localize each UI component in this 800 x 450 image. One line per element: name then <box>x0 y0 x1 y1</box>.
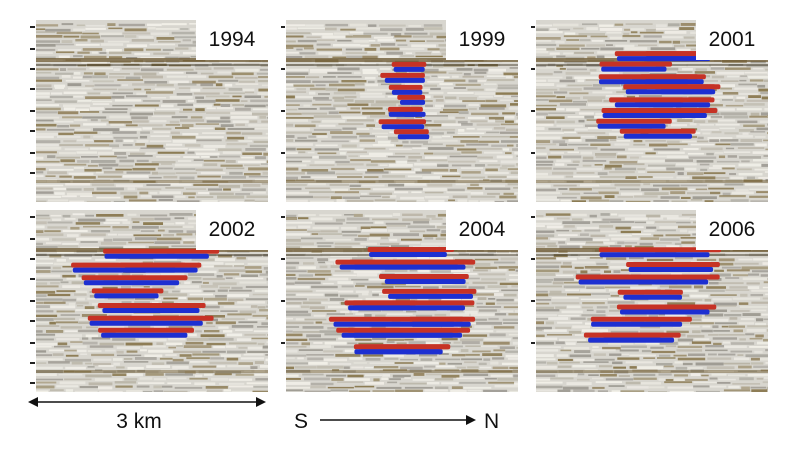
panel-year-label: 2001 <box>696 20 768 60</box>
panel-year-label: 2002 <box>196 210 268 250</box>
orientation-end-label: N <box>484 410 500 433</box>
panel-year-label: 1999 <box>446 20 518 60</box>
seismic-panel-1994: 1994 <box>36 20 268 202</box>
axis-ticks-left <box>30 26 35 384</box>
seismic-panel-2001: 2001 <box>536 20 768 202</box>
scale-label: 3 km <box>116 410 162 433</box>
seismic-image-2001 <box>536 23 768 202</box>
scale-bar <box>28 397 266 407</box>
panel-year-label: 1994 <box>196 20 268 60</box>
seismic-panel-2002: 2002 <box>36 210 268 392</box>
orientation-arrow-icon <box>320 415 476 425</box>
seismic-panel-2004: 2004 <box>286 210 518 392</box>
seismic-panel-1999: 1999 <box>286 20 518 202</box>
axis-ticks-right <box>531 26 535 344</box>
seismic-panel-2006: 2006 <box>536 210 768 392</box>
seismic-image-1999 <box>286 23 518 202</box>
orientation-start-label: S <box>294 410 309 433</box>
axis-ticks-mid <box>281 26 285 344</box>
panel-year-label: 2006 <box>696 210 768 250</box>
panel-year-label: 2004 <box>446 210 518 250</box>
